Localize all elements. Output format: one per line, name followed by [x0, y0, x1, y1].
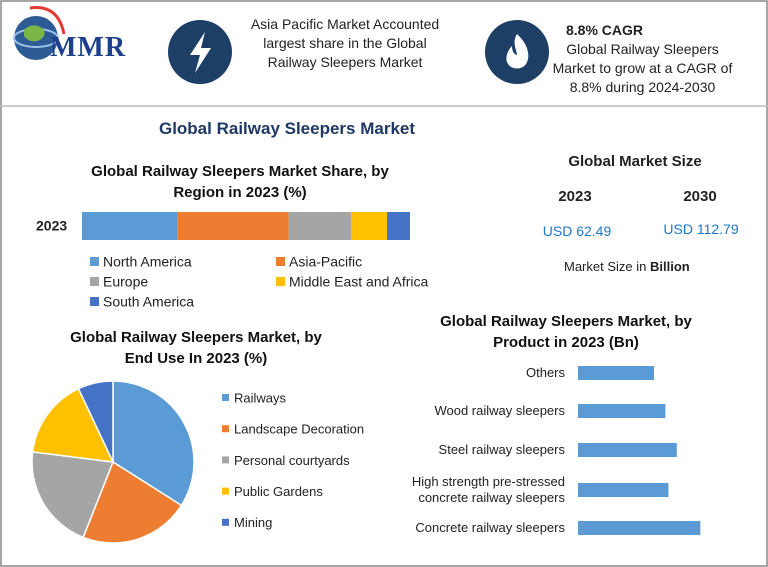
legend-swatch	[90, 257, 99, 266]
legend-label: Landscape Decoration	[234, 422, 364, 437]
bar-segment	[288, 212, 351, 240]
category-label: Others	[525, 365, 565, 380]
pie-slice	[31, 451, 115, 539]
market-value: USD 62.49	[542, 223, 612, 239]
category-label: Steel railway sleepers	[438, 442, 565, 457]
legend-swatch	[222, 518, 229, 526]
logo-text: MMR	[50, 32, 127, 63]
cagr-title: 8.8% CAGR	[566, 22, 644, 38]
category-label: Concrete railway sleepers	[415, 520, 565, 535]
category-label: Wood railway sleepers	[434, 403, 565, 418]
bar	[578, 521, 701, 535]
market-value: USD 112.79	[663, 221, 739, 237]
legend-swatch	[276, 277, 285, 286]
legend-label: Mining	[234, 515, 272, 530]
bar-segment	[177, 212, 289, 240]
lightning-icon	[168, 20, 232, 84]
legend-swatch	[222, 487, 229, 495]
legend-label: Public Gardens	[234, 484, 323, 499]
pie-slice	[82, 460, 183, 544]
flame-icon	[485, 20, 549, 84]
cagr-note: Global Railway Sleepers Market to grow a…	[552, 41, 733, 95]
bar	[578, 483, 669, 497]
bar-segment	[387, 212, 410, 240]
legend-swatch	[222, 456, 229, 464]
legend-label: Railways	[234, 390, 287, 405]
category-label: 2023	[36, 218, 67, 234]
year: 2030	[683, 188, 717, 205]
legend-label: South America	[103, 294, 194, 310]
bar	[578, 443, 677, 457]
legend-label: Europe	[103, 274, 148, 290]
legend-label: Middle East and Africa	[289, 274, 429, 290]
chart-title: Global Railway Sleepers Market, by Produ…	[440, 313, 692, 351]
bar-segment	[82, 212, 178, 240]
legend-swatch	[90, 277, 99, 286]
year: 2023	[558, 188, 592, 205]
pie-slice	[31, 387, 115, 463]
unit-note: Market Size in Billion	[564, 259, 690, 274]
bar-segment	[350, 212, 388, 240]
chart-title: Global Railway Sleepers Market, by End U…	[70, 329, 322, 367]
legend-swatch	[276, 257, 285, 266]
legend-label: North America	[103, 254, 192, 270]
chart-title: Global Railway Sleepers Market Share, by…	[91, 163, 389, 201]
category-label: High strength pre-stressed concrete rail…	[411, 474, 565, 505]
logo-globe	[13, 6, 66, 60]
legend-label: Asia-Pacific	[289, 254, 362, 270]
legend-swatch	[90, 297, 99, 306]
bar	[578, 366, 654, 380]
legend-label: Personal courtyards	[234, 453, 350, 468]
share-note: Asia Pacific Market Accounted largest sh…	[250, 16, 440, 70]
market-size-title: Global Market Size	[568, 153, 702, 170]
bar	[578, 404, 666, 418]
legend-swatch	[222, 394, 229, 401]
unit-prefix: Market Size in	[564, 259, 647, 274]
main-title: Global Railway Sleepers Market	[158, 119, 416, 138]
legend-swatch	[222, 425, 229, 433]
pie-slice	[77, 380, 114, 463]
unit: Billion	[650, 259, 690, 274]
